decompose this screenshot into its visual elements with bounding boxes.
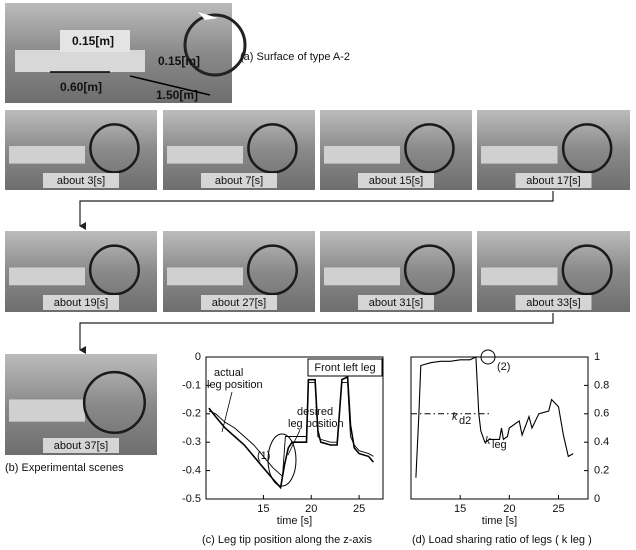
floor-block bbox=[481, 267, 558, 286]
arrow-icon bbox=[198, 12, 218, 20]
annotation: (2) bbox=[497, 361, 510, 373]
scene-label: about 3[s] bbox=[57, 175, 105, 187]
scene-label: about 31[s] bbox=[369, 297, 423, 309]
scene-label: about 37[s] bbox=[54, 440, 108, 452]
floor-block bbox=[9, 399, 85, 422]
annotation: leg bbox=[492, 439, 507, 451]
label-bg bbox=[201, 295, 277, 310]
dimension-label: 0.60[m] bbox=[60, 80, 102, 94]
y-tick-label: 0.6 bbox=[594, 408, 609, 420]
y-tick-label: -0.3 bbox=[182, 436, 201, 448]
data-line bbox=[415, 356, 574, 478]
caption: (b) Experimental scenes bbox=[5, 462, 124, 474]
floor-block bbox=[324, 267, 400, 286]
wheel bbox=[403, 244, 455, 296]
dimension-label: 1.50[m] bbox=[156, 88, 198, 102]
label-bg bbox=[43, 438, 119, 453]
scene-label: about 7[s] bbox=[215, 175, 263, 187]
x-axis-label: time [s] bbox=[482, 515, 517, 527]
scene-label: about 15[s] bbox=[369, 175, 423, 187]
scene-label: about 27[s] bbox=[212, 297, 266, 309]
wheel bbox=[246, 244, 298, 296]
x-tick-label: 25 bbox=[353, 503, 365, 515]
y-tick-label: 0 bbox=[594, 493, 600, 505]
highlight-ellipse bbox=[267, 433, 297, 487]
label-bg bbox=[515, 295, 592, 310]
annotation: leg position bbox=[288, 418, 344, 430]
dimension-label: 0.15[m] bbox=[158, 54, 200, 68]
dimension-line bbox=[129, 75, 211, 96]
sequence-arrow bbox=[79, 313, 554, 354]
floor-block bbox=[9, 267, 85, 286]
label-bg bbox=[358, 173, 434, 188]
x-axis-label: time [s] bbox=[277, 515, 312, 527]
scene-label: about 19[s] bbox=[54, 297, 108, 309]
dimension-label: 0.15[m] bbox=[72, 34, 114, 48]
y-tick-label: -0.2 bbox=[182, 408, 201, 420]
y-tick-label: 1 bbox=[594, 351, 600, 363]
sequence-arrow bbox=[79, 191, 554, 230]
annotation: k bbox=[452, 411, 458, 423]
caption: (a) Surface of type A-2 bbox=[240, 51, 350, 63]
floor-block bbox=[9, 146, 85, 164]
floor-block bbox=[481, 146, 558, 164]
x-tick-label: 20 bbox=[503, 503, 515, 515]
floor-block bbox=[167, 146, 243, 164]
floor-block bbox=[167, 267, 243, 286]
data-line bbox=[208, 382, 374, 478]
caption: (c) Leg tip position along the z-axis bbox=[202, 534, 372, 546]
wheel bbox=[247, 123, 298, 174]
step-block bbox=[15, 50, 145, 72]
label-bg bbox=[358, 295, 434, 310]
scene-label: about 17[s] bbox=[526, 175, 580, 187]
plot-frame bbox=[205, 356, 384, 500]
y-tick-label: 0.8 bbox=[594, 379, 609, 391]
wheel bbox=[183, 13, 247, 77]
y-tick-label: -0.1 bbox=[182, 379, 201, 391]
x-tick-label: 25 bbox=[552, 503, 564, 515]
annotation: d2 bbox=[459, 415, 471, 427]
scene-label: about 33[s] bbox=[526, 297, 580, 309]
floor-block bbox=[324, 146, 400, 164]
label-bg bbox=[515, 173, 592, 188]
y-tick-label: 0 bbox=[195, 351, 201, 363]
wheel bbox=[404, 123, 455, 174]
annotation: leg position bbox=[207, 379, 263, 391]
x-tick-label: 20 bbox=[305, 503, 317, 515]
y-tick-label: -0.4 bbox=[182, 465, 201, 477]
caption: (d) Load sharing ratio of legs ( k leg ) bbox=[412, 534, 592, 546]
y-tick-label: 0.2 bbox=[594, 465, 609, 477]
legend-box bbox=[307, 358, 383, 377]
x-tick-label: 15 bbox=[454, 503, 466, 515]
label-bg bbox=[201, 173, 277, 188]
data-line bbox=[208, 375, 375, 490]
y-tick-label: -0.5 bbox=[182, 493, 201, 505]
plot-frame bbox=[410, 356, 589, 500]
annotation: actual bbox=[214, 367, 243, 379]
x-tick-label: 15 bbox=[257, 503, 269, 515]
wheel bbox=[561, 123, 613, 174]
wheel bbox=[561, 244, 613, 296]
wheel bbox=[88, 244, 140, 296]
y-tick-label: 0.4 bbox=[594, 436, 609, 448]
label-bg bbox=[43, 295, 119, 310]
wheel bbox=[82, 370, 146, 435]
step-block bbox=[60, 30, 130, 52]
legend-label: Front left leg bbox=[314, 362, 375, 374]
annotation: desired bbox=[297, 406, 333, 418]
label-bg bbox=[43, 173, 119, 188]
wheel bbox=[89, 123, 140, 174]
